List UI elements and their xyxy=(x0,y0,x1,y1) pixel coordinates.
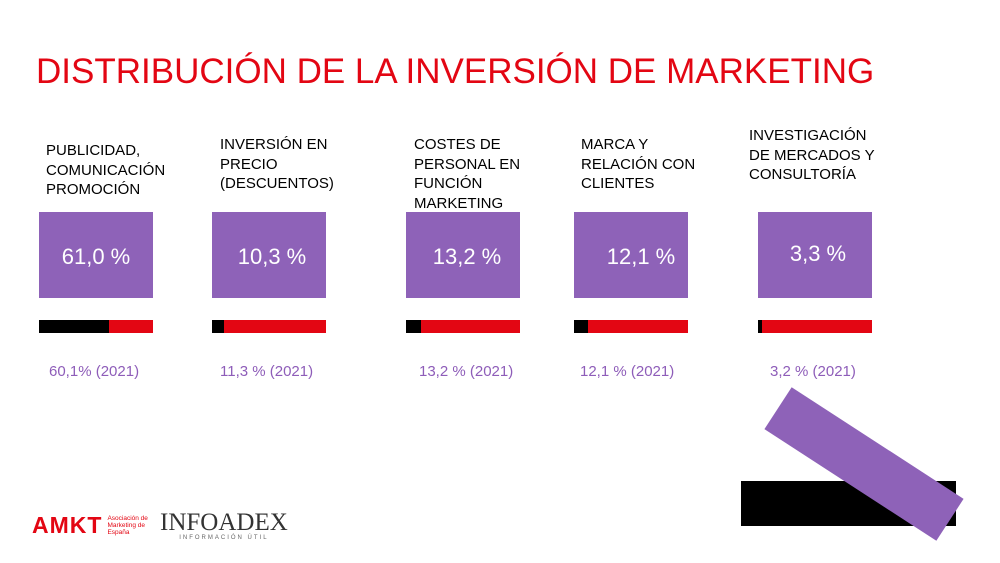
percentage-value: 61,0 % xyxy=(61,244,131,269)
percentage-value: 10,3 % xyxy=(237,244,307,269)
category-label: PUBLICIDAD, COMUNICACIÓN PROMOCIÓN xyxy=(46,142,166,198)
amkt-logo-mark: AMKT xyxy=(32,512,103,538)
percentage-box xyxy=(574,212,688,298)
share-bar xyxy=(39,320,153,333)
amkt-logo-tagline: Asociación de Marketing de España xyxy=(107,515,148,536)
percentage-value: 12,1 % xyxy=(606,244,676,269)
infoadex-logo-tagline: INFORMACIÓN ÚTIL xyxy=(179,535,269,541)
infoadex-logo: INFOADEX INFORMACIÓN ÚTIL xyxy=(160,509,288,541)
share-bar-fill xyxy=(406,320,422,333)
share-bar-fill xyxy=(39,320,109,333)
previous-year-value: 3,2 % (2021) xyxy=(770,363,856,380)
category-label: COSTES DE PERSONAL EN FUNCIÓN MARKETING xyxy=(414,136,521,212)
percentage-box xyxy=(39,212,153,298)
infoadex-logo-word: INFOADEX xyxy=(160,509,288,536)
share-bar xyxy=(758,320,872,333)
category-label: MARCA Y RELACIÓN CON CLIENTES xyxy=(581,136,696,192)
previous-year-value: 60,1% (2021) xyxy=(49,363,140,380)
percentage-box xyxy=(758,212,872,298)
share-bar xyxy=(574,320,688,333)
share-bar xyxy=(212,320,326,333)
amkt-logo: AMKT Asociación de Marketing de España xyxy=(32,512,167,539)
share-bar-fill xyxy=(758,320,762,333)
share-bar-fill xyxy=(212,320,224,333)
share-bar-fill xyxy=(574,320,588,333)
previous-year-value: 13,2 % (2021) xyxy=(419,363,514,380)
previous-year-value: 12,1 % (2021) xyxy=(580,363,675,380)
previous-year-value: 11,3 % (2021) xyxy=(220,363,314,380)
percentage-box xyxy=(212,212,326,298)
percentage-box xyxy=(406,212,520,298)
category-label: INVESTIGACIÓN DE MERCADOS Y CONSULTORÍA xyxy=(749,127,875,183)
category-label: INVERSIÓN EN PRECIO (DESCUENTOS) xyxy=(220,136,334,192)
page-title: DISTRIBUCIÓN DE LA INVERSIÓN DE MARKETIN… xyxy=(36,52,875,91)
percentage-value: 13,2 % xyxy=(432,244,502,269)
percentage-value: 3,3 % xyxy=(789,241,847,266)
share-bar xyxy=(406,320,520,333)
